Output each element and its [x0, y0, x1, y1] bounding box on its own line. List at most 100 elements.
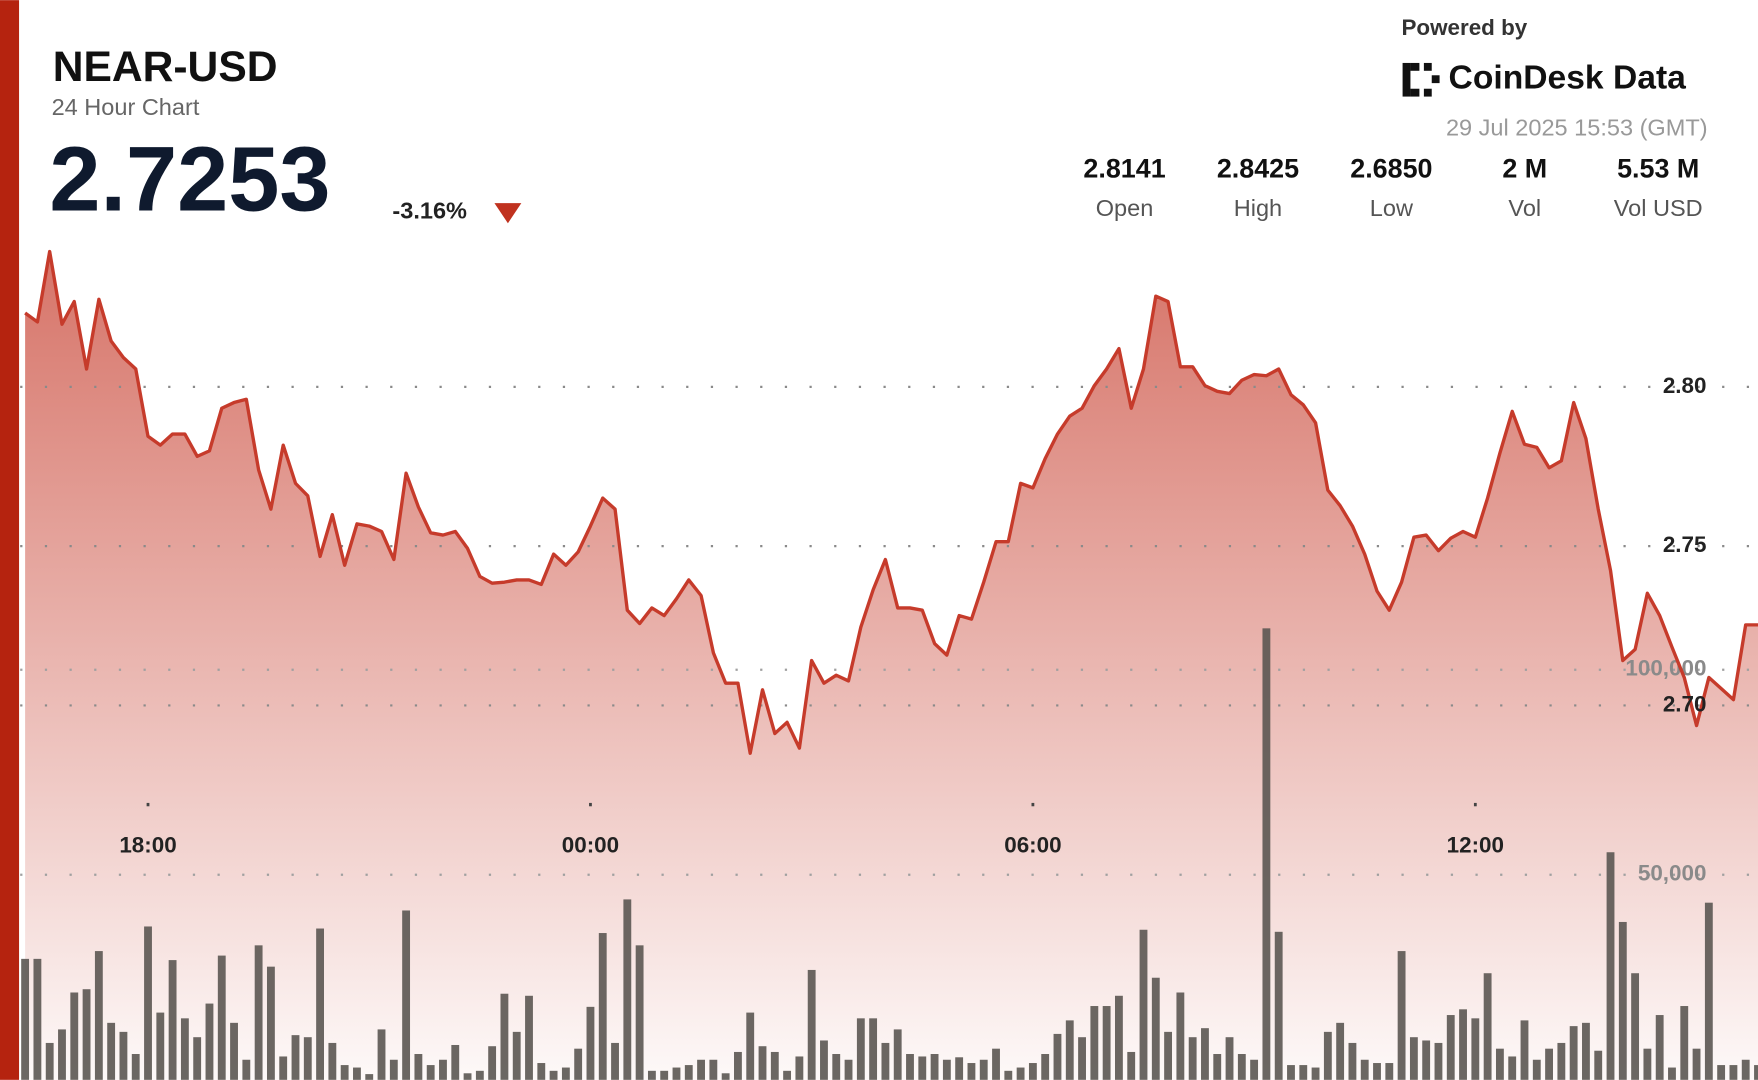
volume-bar	[279, 1056, 288, 1080]
volume-bar	[1717, 1065, 1726, 1080]
volume-bar	[1078, 1037, 1086, 1080]
y-tick-label: 2.70	[1663, 691, 1707, 716]
volume-bar	[856, 1018, 865, 1080]
y2-tick-label: 50,000	[1638, 861, 1707, 886]
stat-value: 2 M	[1502, 154, 1547, 184]
volume-bar	[1532, 1059, 1541, 1080]
volume-bar	[1237, 1054, 1246, 1080]
volume-bar	[365, 1074, 374, 1080]
volume-bar	[537, 1063, 546, 1080]
volume-bar	[1102, 1006, 1111, 1080]
volume-bar	[156, 1012, 165, 1080]
volume-bar	[1643, 1048, 1652, 1080]
volume-bar	[635, 945, 644, 1080]
volume-bar	[1287, 1065, 1295, 1080]
volume-bar	[1360, 1059, 1369, 1080]
volume-bar	[906, 1054, 914, 1080]
volume-bar	[893, 1029, 902, 1080]
price: 2.7253	[49, 129, 330, 231]
down-arrow	[494, 203, 522, 224]
volume-bar	[586, 1006, 595, 1080]
stat-label: Vol	[1508, 195, 1541, 221]
volume-bar	[1016, 1067, 1025, 1080]
volume-bar	[1213, 1054, 1222, 1080]
volume-bar	[451, 1044, 460, 1080]
volume-bar	[979, 1059, 988, 1080]
timestamp: 29 Jul 2025 15:53 (GMT)	[1446, 114, 1708, 140]
volume-bar	[414, 1054, 423, 1080]
volume-bar	[1520, 1020, 1529, 1080]
volume-bar	[205, 1003, 214, 1080]
stat-value: 2.8141	[1083, 154, 1165, 184]
volume-bar	[795, 1056, 804, 1080]
volume-bar	[1299, 1065, 1308, 1080]
stat-label: Open	[1096, 195, 1154, 221]
volume-bar	[82, 989, 91, 1080]
volume-bar	[180, 1018, 189, 1080]
volume-bar	[549, 1070, 558, 1080]
volume-bar	[119, 1031, 128, 1080]
volume-bar	[721, 1073, 730, 1080]
stats: 2.8141 Open 2.8425 High 2.6850 Low 2 M V…	[1083, 154, 1702, 221]
volume-bar	[1741, 1059, 1750, 1080]
volume-bar	[660, 1070, 669, 1080]
volume-bar	[684, 1065, 693, 1080]
volume-bar	[242, 1059, 251, 1080]
volume-bar	[734, 1051, 742, 1080]
y-tick-label: 2.80	[1663, 373, 1707, 398]
brand-logo	[1402, 62, 1440, 97]
volume-bar	[598, 933, 607, 1080]
price-line	[24, 249, 1758, 755]
stat-value: 2.6850	[1350, 154, 1432, 184]
volume-bar	[1065, 1020, 1074, 1080]
volume-bar	[1348, 1042, 1357, 1080]
volume-bar	[1582, 1022, 1590, 1080]
volume-bar	[291, 1035, 300, 1080]
volume-bar	[1471, 1018, 1480, 1080]
volume-bar	[1028, 1063, 1037, 1080]
volume-bar	[746, 1012, 755, 1080]
volume-bar	[377, 1029, 386, 1080]
volume-bar	[254, 945, 263, 1080]
volume-bar	[1250, 1059, 1259, 1080]
volume-bar	[168, 960, 177, 1080]
subtitle: 24 Hour Chart	[52, 94, 200, 120]
stat-label: Vol USD	[1614, 195, 1703, 221]
volume-bar	[1754, 1065, 1758, 1080]
volume-bar	[1557, 1042, 1566, 1080]
volume-bar	[709, 1059, 718, 1080]
volume-bar	[1151, 977, 1160, 1080]
volume-bar	[402, 910, 411, 1080]
y-tick-label: 2.75	[1663, 532, 1707, 557]
volume-bar	[1004, 1070, 1013, 1080]
volume-bar	[1397, 951, 1406, 1080]
volume-bar	[144, 926, 152, 1080]
volume-bar	[918, 1056, 927, 1080]
x-tick-label: 00:00	[562, 833, 619, 858]
volume-bar	[869, 1018, 878, 1080]
symbol: NEAR-USD	[53, 43, 278, 91]
volume-bar	[1569, 1026, 1578, 1080]
volume-bar	[1655, 1015, 1664, 1080]
volume-bar	[832, 1054, 841, 1080]
volume-bar	[45, 1042, 54, 1080]
volume-bar	[426, 1065, 435, 1080]
volume-bar	[1508, 1056, 1517, 1080]
volume-bar	[1495, 1048, 1504, 1080]
volume-bar	[1618, 921, 1627, 1080]
volume-bar	[1262, 628, 1271, 1080]
volume-bar	[131, 1054, 140, 1080]
volume-bar	[1188, 1037, 1197, 1080]
volume-bar	[389, 1059, 398, 1080]
volume-bar	[1668, 1067, 1676, 1080]
volume-bar	[611, 1042, 619, 1080]
brand: CoinDesk Data	[1449, 60, 1687, 97]
volume-bar	[1459, 1009, 1467, 1080]
volume-bar	[623, 899, 632, 1080]
volume-bar	[647, 1070, 656, 1080]
volume-bar	[574, 1048, 583, 1080]
volume-bar	[1729, 1065, 1738, 1080]
volume-bar	[266, 966, 275, 1080]
volume-bar	[512, 1031, 521, 1080]
volume-bar	[1545, 1048, 1553, 1080]
